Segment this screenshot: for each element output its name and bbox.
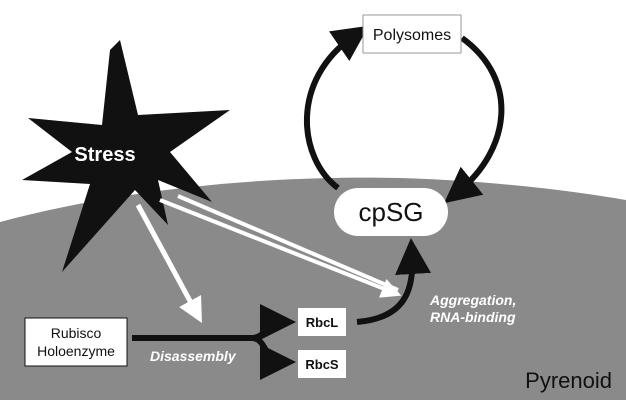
- rbcs-box: [298, 350, 346, 378]
- stress-label: Stress: [74, 144, 135, 166]
- cycle-arrow-down: [444, 35, 505, 204]
- stress-to-aggregation-arrow-1: [159, 198, 402, 298]
- rbcl-label: RbcL: [306, 315, 339, 330]
- cpsg-label: cpSG: [358, 197, 423, 227]
- rbcl-box: [298, 308, 346, 336]
- polysomes-box: [362, 14, 462, 54]
- rubisco-label-line2: Holoenzyme: [37, 343, 115, 359]
- polysomes-label: Polysomes: [373, 27, 451, 44]
- stress-to-rubisco-arrow: [135, 203, 202, 323]
- cpsg-blob: [334, 188, 448, 236]
- rubisco-box: [24, 317, 128, 367]
- disassembly-label: Disassembly: [150, 348, 237, 364]
- stress-to-aggregation-arrow-2: [177, 194, 399, 292]
- pyrenoid-region: [0, 177, 626, 400]
- pyrenoid-label: Pyrenoid: [525, 368, 612, 393]
- rubisco-label-line1: Rubisco: [51, 325, 102, 341]
- disassembly-branch-rbcs: [251, 335, 296, 380]
- rbcl-to-cpsg-arrow: [356, 238, 432, 325]
- cycle-arrow-up: [303, 25, 369, 191]
- stress-burst-icon: [22, 40, 230, 272]
- rbcs-label: RbcS: [305, 357, 339, 372]
- aggregation-label-line1: Aggregation,: [429, 292, 516, 308]
- aggregation-label-line2: RNA-binding: [430, 309, 516, 325]
